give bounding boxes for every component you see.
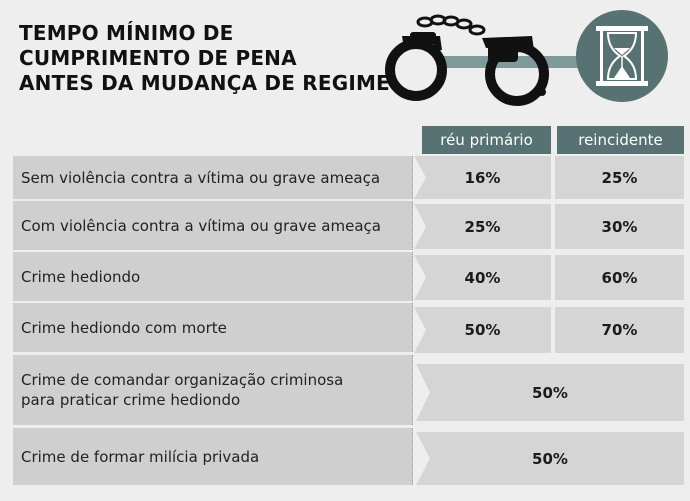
cell-reu-primario: 50%: [414, 307, 551, 353]
hourglass-icon: [576, 10, 668, 102]
cell-reu-primario: 40%: [414, 255, 551, 300]
cell-reincidente: 70%: [555, 307, 684, 353]
row-label-text: Com violência contra a vítima ou grave a…: [21, 216, 381, 235]
cell-reu-primario: 16%: [414, 156, 551, 199]
row-label-text: Crime de formar milícia privada: [21, 447, 260, 466]
row-label-text: Sem violência contra a vítima ou grave a…: [21, 168, 381, 187]
cell-reincidente: 60%: [555, 255, 684, 300]
table-row-label: Crime de formar milícia privada: [13, 428, 413, 485]
row-label-text: Crime hediondo: [21, 267, 141, 286]
cell-reu-primario: 25%: [414, 204, 551, 249]
row-label-text-line-1: Crime de comandar organização criminosa: [21, 371, 344, 389]
hero-illustration: [385, 10, 668, 106]
handcuffs-icon: [385, 14, 549, 106]
cell-reincidente: 25%: [555, 156, 684, 199]
table-row-label: Com violência contra a vítima ou grave a…: [13, 201, 413, 250]
column-header-reincidente: reincidente: [557, 126, 684, 154]
column-header-reu-primario: réu primário: [422, 126, 551, 154]
table-row-label: Crime de comandar organização criminosa …: [13, 355, 413, 425]
cell-both-columns: 50%: [416, 364, 684, 421]
title-line-1: TEMPO MÍNIMO DE: [19, 21, 234, 45]
title-line-2: CUMPRIMENTO DE PENA: [19, 46, 297, 70]
table-row-label: Crime hediondo: [13, 252, 413, 301]
cell-both-columns: 50%: [416, 432, 684, 485]
cell-reincidente: 30%: [555, 204, 684, 249]
title-line-3: ANTES DA MUDANÇA DE REGIME: [19, 71, 390, 95]
page-title: TEMPO MÍNIMO DE CUMPRIMENTO DE PENA ANTE…: [19, 21, 399, 96]
table-row-label: Sem violência contra a vítima ou grave a…: [13, 156, 413, 199]
row-label-text-line-2: para praticar crime hediondo: [21, 391, 241, 409]
table-row-label: Crime hediondo com morte: [13, 303, 413, 352]
row-label-text: Crime hediondo com morte: [21, 318, 227, 337]
